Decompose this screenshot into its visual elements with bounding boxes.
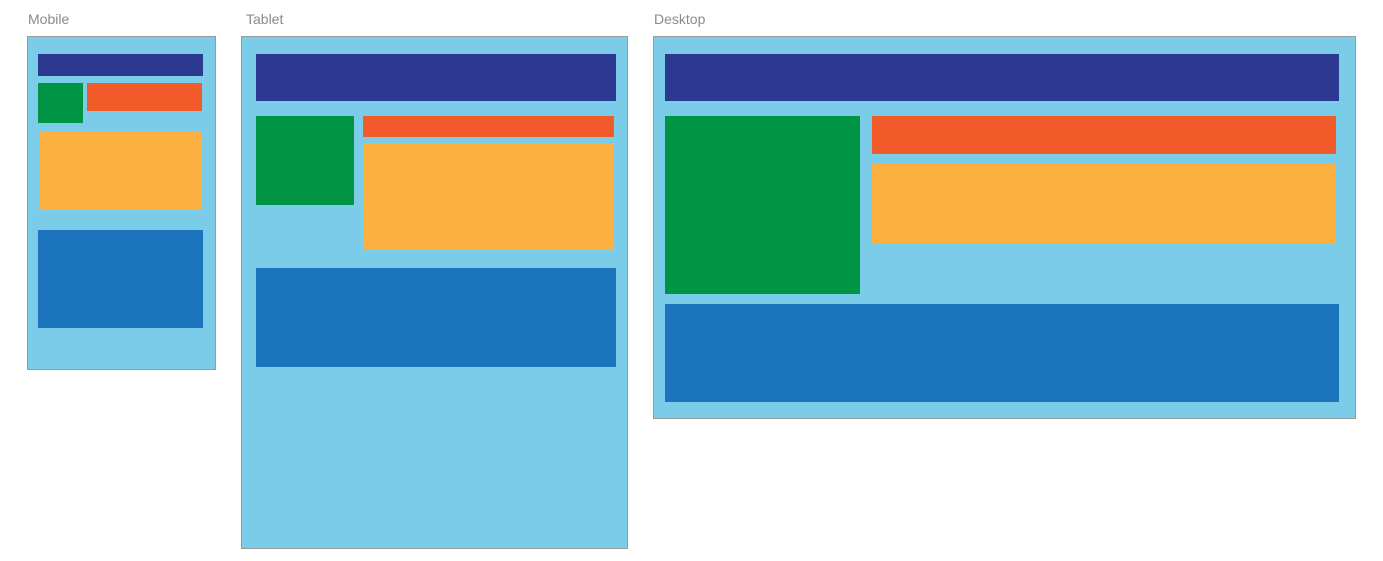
- header-block: [256, 54, 616, 101]
- frame-label: Desktop: [654, 11, 706, 27]
- header-block: [38, 54, 203, 76]
- content-block: [363, 143, 614, 250]
- frame-label: Tablet: [246, 11, 283, 27]
- footer-block: [665, 304, 1339, 402]
- side-block: [38, 83, 83, 123]
- frame-label: Mobile: [28, 11, 69, 27]
- side-block: [256, 116, 354, 205]
- footer-block: [256, 268, 616, 367]
- title-block: [872, 116, 1336, 154]
- content-block: [39, 131, 202, 210]
- footer-block: [38, 230, 203, 328]
- side-block: [665, 116, 860, 294]
- content-block: [872, 164, 1336, 243]
- desktop-layout: Desktop: [653, 11, 1356, 419]
- title-block: [363, 116, 614, 137]
- title-block: [87, 83, 202, 111]
- mobile-layout: Mobile: [27, 11, 216, 370]
- tablet-layout: Tablet: [241, 11, 628, 549]
- header-block: [665, 54, 1339, 101]
